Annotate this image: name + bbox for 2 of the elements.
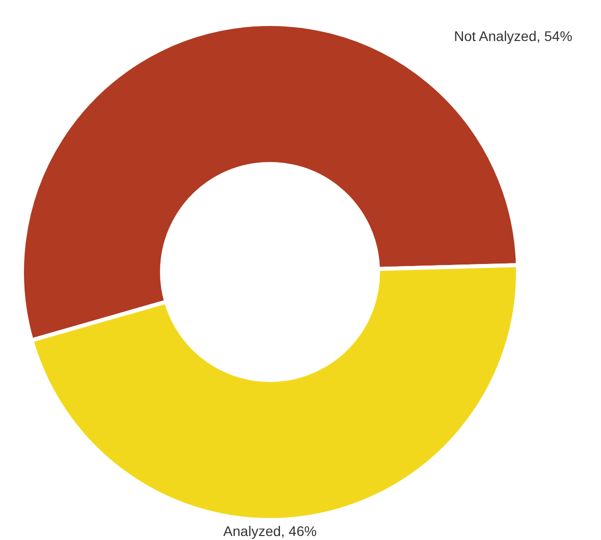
slice-label: Not Analyzed, 54% — [454, 28, 572, 44]
slice-label: Analyzed, 46% — [223, 523, 317, 539]
